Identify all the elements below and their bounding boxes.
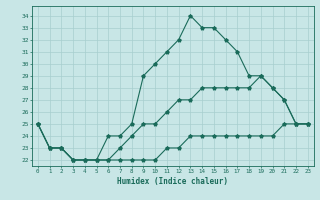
- X-axis label: Humidex (Indice chaleur): Humidex (Indice chaleur): [117, 177, 228, 186]
